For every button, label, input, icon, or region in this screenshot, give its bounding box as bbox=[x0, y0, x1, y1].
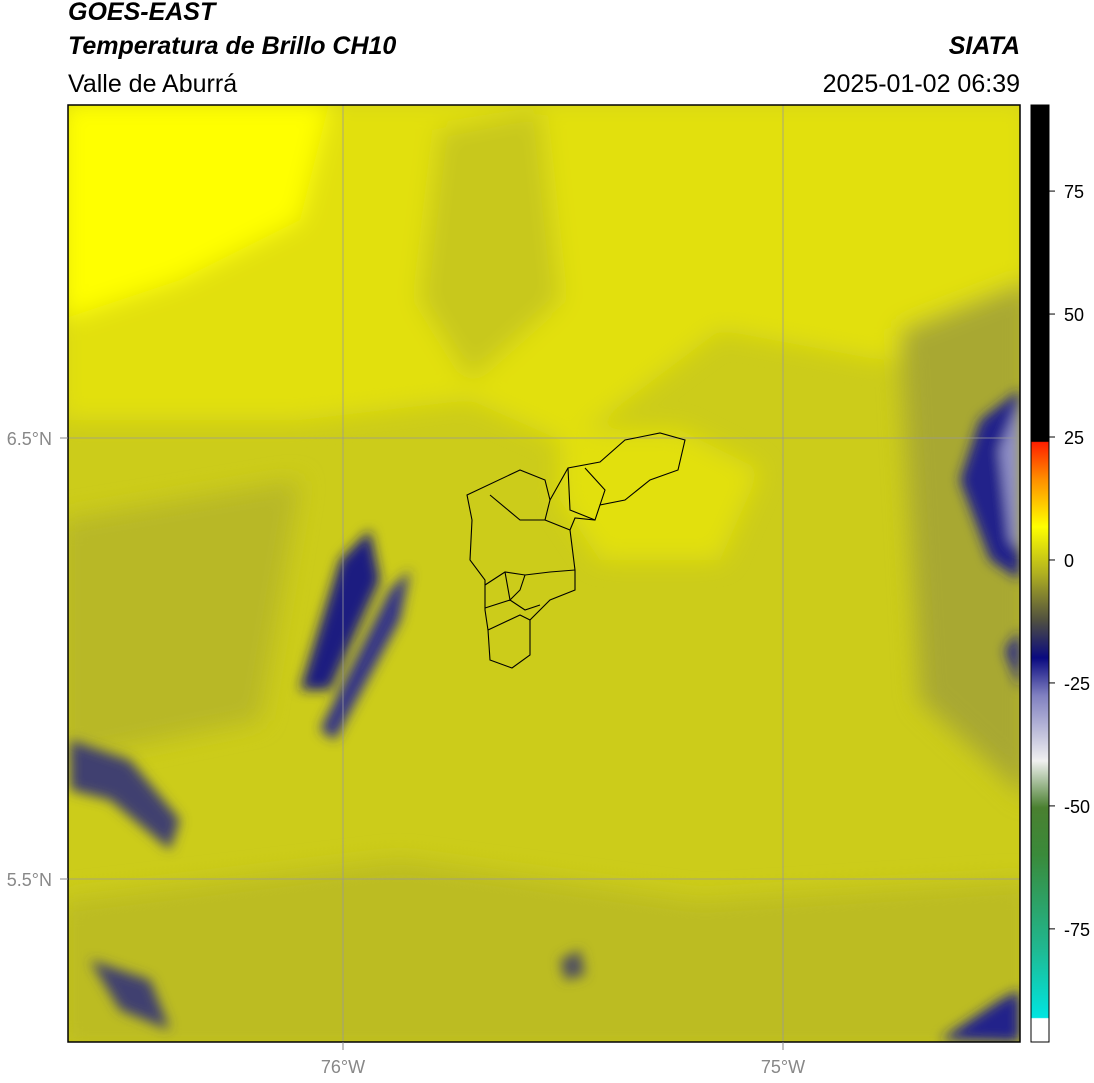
satellite-image bbox=[68, 105, 1020, 1042]
municipality-borders bbox=[466, 432, 686, 669]
title: GOES-EAST bbox=[68, 0, 218, 26]
colorbar-tick-label: -25 bbox=[1064, 674, 1090, 694]
lat-label: 5.5°N bbox=[7, 870, 52, 890]
colorbar-tick-label: -50 bbox=[1064, 797, 1090, 817]
colorbar-tick-label: 75 bbox=[1064, 182, 1084, 202]
subtitle: Temperatura de Brillo CH10 bbox=[68, 32, 396, 60]
region: Valle de Aburrá bbox=[68, 70, 237, 98]
source: SIATA bbox=[949, 32, 1020, 60]
colorbar-tick-label: 25 bbox=[1064, 428, 1084, 448]
map-frame bbox=[67, 104, 1021, 1043]
colorbar-tick-label: 0 bbox=[1064, 551, 1074, 571]
colorbar-tick-label: -75 bbox=[1064, 920, 1090, 940]
datetime: 2025-01-02 06:39 bbox=[823, 70, 1020, 98]
lon-label: 75°W bbox=[761, 1057, 805, 1077]
lon-label: 76°W bbox=[321, 1057, 365, 1077]
colorbar bbox=[1030, 104, 1050, 1043]
graticule bbox=[68, 105, 1020, 1042]
colorbar-tick-label: 50 bbox=[1064, 305, 1084, 325]
lat-label: 6.5°N bbox=[7, 429, 52, 449]
